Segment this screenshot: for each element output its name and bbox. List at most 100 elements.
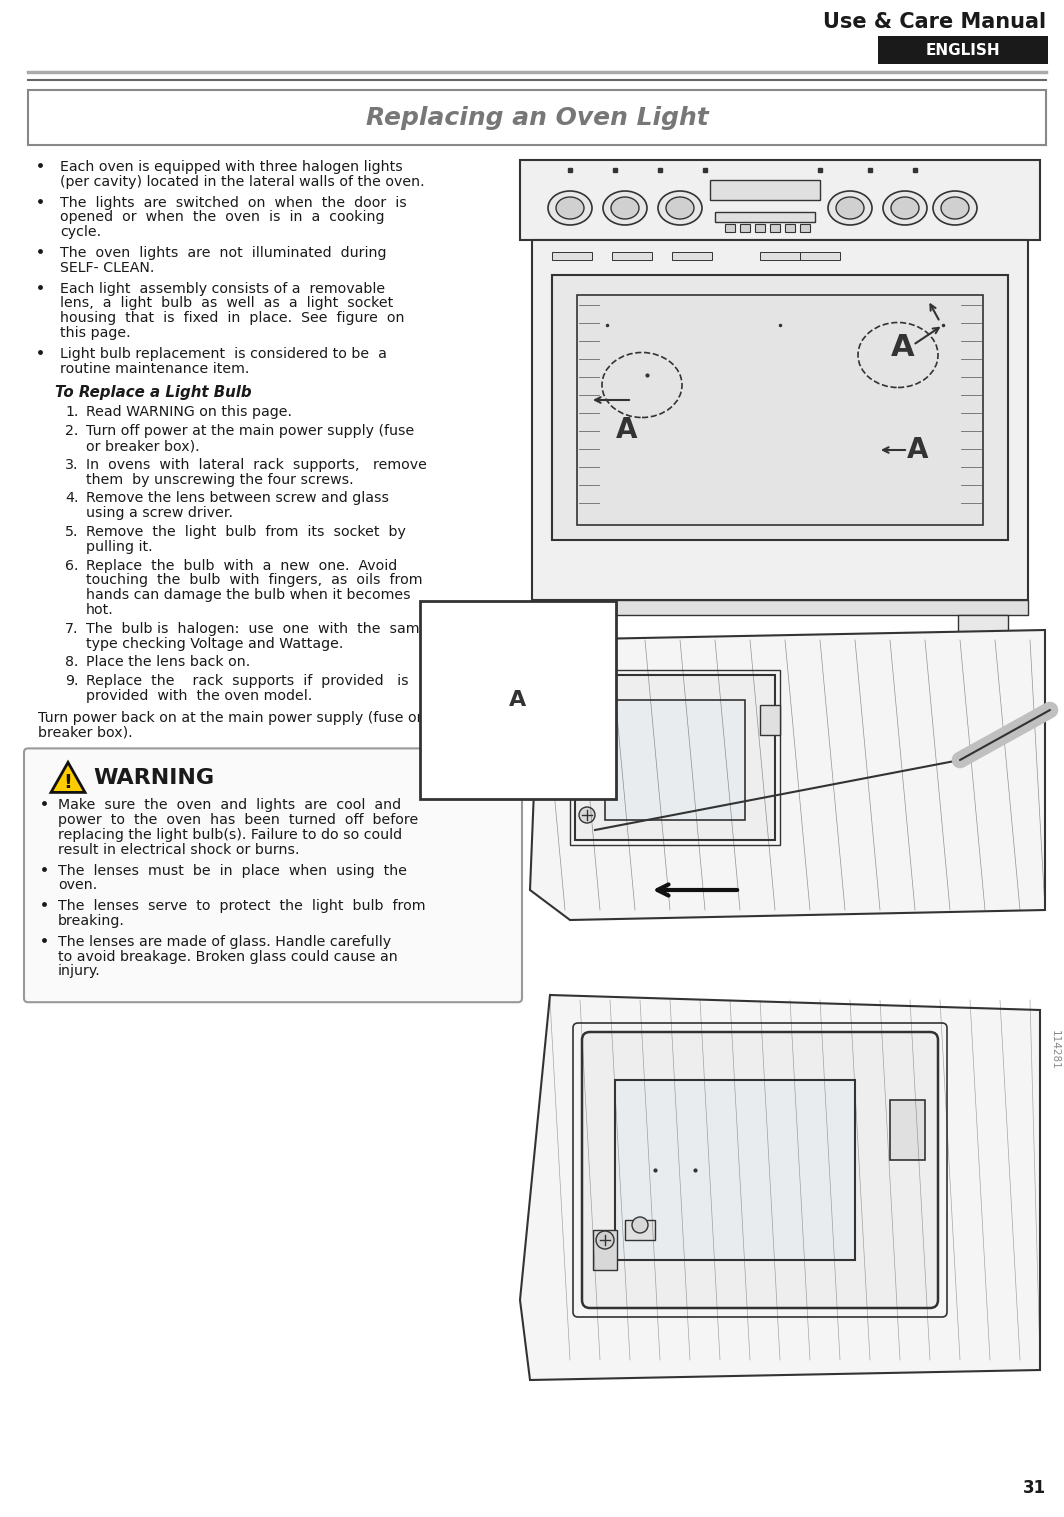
Bar — [612, 252, 652, 259]
Bar — [552, 614, 602, 645]
Ellipse shape — [548, 191, 592, 225]
Text: 2.: 2. — [65, 425, 79, 438]
Text: injury.: injury. — [59, 965, 101, 978]
Bar — [577, 294, 983, 525]
Bar — [755, 225, 765, 232]
Text: 5.: 5. — [65, 525, 79, 539]
Text: 1.: 1. — [65, 405, 79, 419]
Text: Replace  the  bulb  with  a  new  one.  Avoid: Replace the bulb with a new one. Avoid — [86, 558, 397, 572]
FancyBboxPatch shape — [582, 1032, 938, 1308]
Text: 9.: 9. — [65, 674, 79, 689]
Text: The  lenses  must  be  in  place  when  using  the: The lenses must be in place when using t… — [59, 863, 408, 878]
Ellipse shape — [933, 191, 977, 225]
Ellipse shape — [941, 197, 969, 218]
Text: Turn power back on at the main power supply (fuse or: Turn power back on at the main power sup… — [38, 711, 422, 725]
Text: power  to  the  oven  has  been  turned  off  before: power to the oven has been turned off be… — [59, 813, 418, 827]
Bar — [760, 252, 800, 259]
Ellipse shape — [556, 197, 584, 218]
Text: Remove the lens between screw and glass: Remove the lens between screw and glass — [86, 492, 389, 505]
Ellipse shape — [828, 191, 872, 225]
Bar — [958, 614, 1008, 645]
Text: 114281: 114281 — [1050, 1030, 1060, 1069]
Text: this page.: this page. — [60, 326, 131, 340]
Text: In  ovens  with  lateral  rack  supports,   remove: In ovens with lateral rack supports, rem… — [86, 458, 427, 472]
Ellipse shape — [603, 191, 647, 225]
Text: Make  sure  the  oven  and  lights  are  cool  and: Make sure the oven and lights are cool a… — [59, 798, 401, 813]
Bar — [878, 36, 1048, 64]
Text: pulling it.: pulling it. — [86, 540, 152, 554]
Text: opened  or  when  the  oven  is  in  a  cooking: opened or when the oven is in a cooking — [60, 211, 384, 225]
Text: hot.: hot. — [86, 602, 114, 617]
Text: Replace  the    rack  supports  if  provided   is: Replace the rack supports if provided is — [86, 674, 409, 689]
Text: Turn off power at the main power supply (fuse: Turn off power at the main power supply … — [86, 425, 414, 438]
Text: cycle.: cycle. — [60, 225, 101, 240]
Polygon shape — [51, 763, 85, 792]
Bar — [800, 252, 839, 259]
Text: Use & Care Manual: Use & Care Manual — [822, 12, 1046, 32]
Text: 4.: 4. — [65, 492, 79, 505]
Text: to avoid breakage. Broken glass could cause an: to avoid breakage. Broken glass could ca… — [59, 950, 398, 963]
Bar — [710, 181, 820, 200]
Text: 3.: 3. — [65, 458, 79, 472]
Text: breaker box).: breaker box). — [38, 725, 133, 740]
Text: (per cavity) located in the lateral walls of the oven.: (per cavity) located in the lateral wall… — [60, 174, 425, 188]
Text: provided  with  the oven model.: provided with the oven model. — [86, 689, 312, 702]
Bar — [770, 225, 780, 232]
Text: Remove  the  light  bulb  from  its  socket  by: Remove the light bulb from its socket by — [86, 525, 405, 539]
Text: them  by unscrewing the four screws.: them by unscrewing the four screws. — [86, 473, 353, 487]
Text: The lenses are made of glass. Handle carefully: The lenses are made of glass. Handle car… — [59, 934, 392, 948]
Bar — [593, 1230, 617, 1270]
Bar — [605, 699, 745, 821]
Text: result in electrical shock or burns.: result in electrical shock or burns. — [59, 843, 299, 857]
Bar — [575, 675, 775, 840]
Ellipse shape — [883, 191, 927, 225]
Text: routine maintenance item.: routine maintenance item. — [60, 361, 249, 376]
Circle shape — [579, 807, 595, 824]
Bar — [785, 225, 795, 232]
Text: Place the lens back on.: Place the lens back on. — [86, 655, 250, 669]
Text: Read WARNING on this page.: Read WARNING on this page. — [86, 405, 292, 419]
Polygon shape — [520, 995, 1040, 1380]
Text: A: A — [510, 690, 527, 710]
Bar — [625, 1220, 655, 1239]
Text: A: A — [892, 332, 915, 361]
Bar — [552, 275, 1008, 540]
Bar — [672, 252, 712, 259]
Text: touching  the  bulb  with  fingers,  as  oils  from: touching the bulb with fingers, as oils … — [86, 573, 422, 587]
Text: 7.: 7. — [65, 622, 79, 636]
Circle shape — [596, 1230, 614, 1248]
Bar — [760, 705, 780, 736]
Text: ENGLISH: ENGLISH — [926, 42, 1000, 58]
Text: SELF- CLEAN.: SELF- CLEAN. — [60, 261, 154, 275]
Bar — [532, 601, 1028, 614]
Text: type checking Voltage and Wattage.: type checking Voltage and Wattage. — [86, 637, 344, 651]
Polygon shape — [530, 630, 1045, 919]
Bar — [715, 212, 815, 221]
Bar — [739, 225, 750, 232]
Text: Each oven is equipped with three halogen lights: Each oven is equipped with three halogen… — [60, 159, 403, 174]
Bar — [532, 240, 1028, 601]
Text: or breaker box).: or breaker box). — [86, 438, 200, 454]
Ellipse shape — [658, 191, 702, 225]
Text: oven.: oven. — [59, 878, 97, 892]
Bar — [552, 252, 592, 259]
Bar — [800, 225, 810, 232]
Bar — [615, 1080, 855, 1261]
Bar — [570, 671, 780, 845]
Text: A: A — [616, 416, 637, 444]
Ellipse shape — [611, 197, 639, 218]
Text: 8.: 8. — [65, 655, 79, 669]
Ellipse shape — [891, 197, 919, 218]
Text: Light bulb replacement  is considered to be  a: Light bulb replacement is considered to … — [60, 347, 387, 361]
Circle shape — [632, 1217, 648, 1233]
FancyBboxPatch shape — [24, 748, 522, 1003]
Text: The  lights  are  switched  on  when  the  door  is: The lights are switched on when the door… — [60, 196, 406, 209]
Text: lens,  a  light  bulb  as  well  as  a  light  socket: lens, a light bulb as well as a light so… — [60, 296, 394, 311]
Text: The  oven  lights  are  not  illuminated  during: The oven lights are not illuminated duri… — [60, 246, 386, 259]
Text: !: ! — [64, 772, 72, 792]
Text: To Replace a Light Bulb: To Replace a Light Bulb — [55, 385, 251, 400]
Text: The  bulb is  halogen:  use  one  with  the  same: The bulb is halogen: use one with the sa… — [86, 622, 428, 636]
Ellipse shape — [666, 197, 694, 218]
Text: The  lenses  serve  to  protect  the  light  bulb  from: The lenses serve to protect the light bu… — [59, 900, 426, 913]
Text: A: A — [908, 435, 929, 464]
